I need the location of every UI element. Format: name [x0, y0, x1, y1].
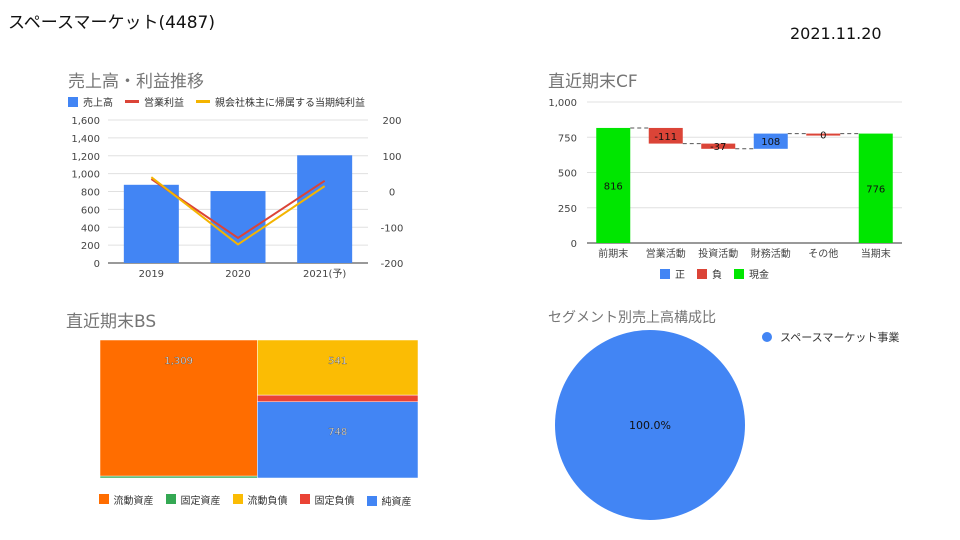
page-title: スペースマーケット(4487)	[8, 13, 215, 33]
bs-legend-net-assets: 純資産	[366, 493, 412, 508]
segment-legend-label: スペースマーケット事業	[780, 331, 900, 344]
cf-data-label: -37	[710, 142, 726, 153]
pl-y-left-tick: 800	[81, 188, 100, 199]
bs-legend-current-liabilities: 流動負債	[232, 492, 288, 507]
cf-data-label: 0	[820, 131, 826, 142]
pl-y-left-tick: 0	[94, 259, 100, 270]
bs-block	[257, 340, 419, 396]
pie-slice-label: 100.0%	[629, 419, 671, 432]
pl-y-right-tick: -200	[381, 259, 404, 270]
pl-net-profit-line	[150, 176, 326, 246]
pl-y-left-tick: 400	[81, 223, 100, 234]
pl-x-tick: 2021(予)	[303, 268, 346, 280]
bs-block	[257, 401, 419, 479]
bs-block	[100, 340, 258, 477]
cf-x-tick: 財務活動	[751, 247, 791, 260]
segment-legend: スペースマーケット事業	[762, 329, 899, 345]
bs-chart-title: 直近期末BS	[66, 312, 157, 332]
cf-legend: 正 負 現金	[660, 266, 781, 281]
cf-data-label: 816	[604, 181, 623, 192]
pl-y-left-tick: 1,600	[71, 116, 100, 127]
bs-legend-fixed-assets: 固定資産	[165, 492, 221, 507]
pie-slice	[555, 330, 745, 520]
bs-legend: 流動資産 固定資産 流動負債 固定負債 純資産	[96, 490, 426, 508]
bs-legend-current-assets: 流動資産	[98, 492, 154, 507]
cf-bar	[858, 133, 893, 243]
bs-label: 541	[328, 356, 347, 367]
bs-label: 748	[328, 427, 347, 438]
bs-block	[100, 475, 258, 479]
bs-label: 1,309	[164, 356, 193, 367]
pl-y-right-tick: 200	[382, 116, 401, 127]
cf-y-tick: 1,000	[548, 98, 577, 109]
pl-y-left-tick: 200	[81, 241, 100, 252]
cf-bar	[753, 133, 788, 149]
pl-y-right-tick: 0	[389, 188, 395, 199]
pl-legend-op-profit: 営業利益	[125, 94, 184, 109]
cf-data-label: -111	[654, 132, 677, 143]
cf-data-label: 108	[761, 137, 780, 148]
cf-x-tick: 投資活動	[698, 247, 738, 260]
pl-y-left-tick: 1,400	[71, 134, 100, 145]
cf-legend-positive: 正	[660, 266, 685, 281]
pl-chart-title: 売上高・利益推移	[68, 72, 204, 92]
pl-x-tick: 2020	[225, 269, 250, 280]
pl-legend-net-profit: 親会社株主に帰属する当期純利益	[196, 94, 365, 109]
cf-x-tick: 当期末	[861, 247, 891, 260]
pl-x-tick: 2019	[139, 269, 164, 280]
pl-legend: 売上高 営業利益 親会社株主に帰属する当期純利益	[68, 94, 377, 109]
pl-sales-bar	[297, 155, 353, 263]
pl-y-right-tick: 100	[382, 152, 401, 163]
cf-x-tick: 前期末	[598, 247, 628, 260]
pl-legend-sales: 売上高	[68, 94, 113, 109]
report-date: 2021.11.20	[790, 24, 882, 43]
cf-bar	[806, 133, 841, 136]
cf-y-tick: 500	[558, 169, 577, 180]
segment-chart-title: セグメント別売上高構成比	[548, 310, 716, 326]
cf-chart-title: 直近期末CF	[548, 72, 638, 92]
pl-chart: 1,600 1,400 1,200 1,000 800 600 400 200 0 200 100 0…	[71, 116, 404, 280]
segment-legend-dot	[762, 332, 772, 342]
segment-pie-chart: 100.0%	[555, 330, 745, 520]
cf-legend-cash: 現金	[734, 266, 769, 281]
cf-y-tick: 0	[571, 239, 577, 250]
cf-data-label: 776	[866, 184, 885, 195]
cf-y-tick: 250	[558, 204, 577, 215]
cf-chart: 1,000 750 500 250 0 816 前期末 -111 営業活動 -37 投資活動 108 財…	[548, 98, 902, 260]
bs-block	[257, 394, 419, 403]
cf-x-tick: 営業活動	[646, 247, 686, 260]
pl-y-left-tick: 600	[81, 205, 100, 216]
pl-sales-bar	[123, 184, 179, 263]
cf-x-tick: その他	[808, 247, 838, 260]
cf-legend-negative: 負	[697, 266, 722, 281]
cf-bar	[701, 143, 736, 149]
pl-y-right-tick: -100	[381, 223, 404, 234]
pl-sales-bar	[210, 191, 266, 263]
cf-bar	[596, 127, 631, 243]
bs-treemap: 1,30954165748	[100, 340, 419, 479]
cf-y-tick: 750	[558, 133, 577, 144]
cf-bar	[648, 127, 683, 144]
pl-y-left-tick: 1,200	[71, 152, 100, 163]
bs-legend-fixed-liabilities: 固定負債	[299, 492, 355, 507]
pl-y-left-tick: 1,000	[71, 170, 100, 181]
